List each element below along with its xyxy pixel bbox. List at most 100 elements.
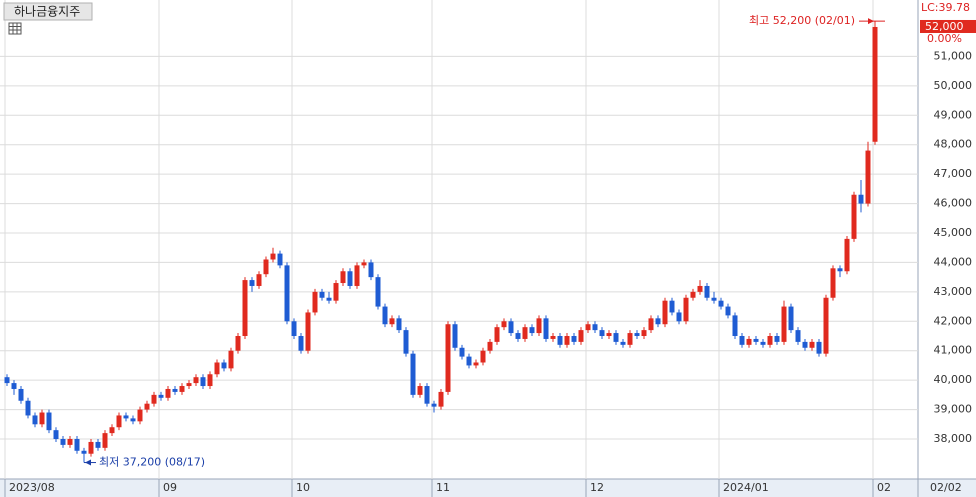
candle-body xyxy=(613,333,619,342)
x-tick-label: 02 xyxy=(877,481,891,494)
candle-body xyxy=(291,321,297,337)
candle-body xyxy=(543,318,549,339)
candle-body xyxy=(235,336,241,351)
candle-body xyxy=(249,280,255,286)
candle-body xyxy=(494,327,500,342)
y-tick-label: 41,000 xyxy=(934,344,973,357)
low-annotation: 최저 37,200 (08/17) xyxy=(99,456,205,469)
candle-body xyxy=(466,356,472,366)
candle-body xyxy=(606,333,612,337)
candle-body xyxy=(725,306,731,316)
candle-body xyxy=(270,253,276,260)
candle-body xyxy=(809,341,815,348)
candle-body xyxy=(102,433,108,448)
candle-body xyxy=(207,374,213,387)
candles xyxy=(4,21,878,463)
candle-body xyxy=(186,383,192,387)
change-label: 0.00% xyxy=(927,32,962,45)
candle-body xyxy=(746,338,752,345)
y-axis-band xyxy=(918,0,976,479)
high-arrow xyxy=(868,18,874,25)
candle-body xyxy=(382,306,388,325)
y-tick-label: 47,000 xyxy=(934,167,973,180)
candle-body xyxy=(228,350,234,369)
candle-body xyxy=(284,265,290,322)
candle-body xyxy=(214,362,220,375)
candle-body xyxy=(501,321,507,328)
candle-body xyxy=(312,291,318,313)
candle-body xyxy=(641,330,647,337)
candle-body xyxy=(788,306,794,331)
candle-body xyxy=(368,262,374,278)
candle-body xyxy=(571,336,577,342)
candle-body xyxy=(354,265,360,286)
candle-body xyxy=(67,439,73,445)
table-icon xyxy=(8,22,22,35)
candle-body xyxy=(529,327,535,334)
candle-body xyxy=(396,318,402,331)
candle-body xyxy=(32,415,38,425)
candle-body xyxy=(81,450,87,454)
candle-body xyxy=(515,333,521,339)
candle-body xyxy=(767,336,773,345)
candle-body xyxy=(445,324,451,392)
y-tick-label: 49,000 xyxy=(934,108,973,121)
candle-body xyxy=(823,297,829,354)
x-tick-label: 09 xyxy=(163,481,177,494)
candle-body xyxy=(480,350,486,363)
low-arrow xyxy=(85,459,91,466)
x-tick-label: 2024/01 xyxy=(723,481,769,494)
candle-body xyxy=(739,336,745,345)
candle-body xyxy=(375,277,381,307)
candle-body xyxy=(39,412,45,425)
candle-body xyxy=(459,347,465,357)
candle-body xyxy=(753,338,759,342)
candle-body xyxy=(816,341,822,354)
lc-label: LC:39.78 xyxy=(921,1,970,14)
candle-body xyxy=(151,394,157,404)
grid xyxy=(0,0,918,479)
candle-body xyxy=(683,297,689,322)
candle-body xyxy=(4,377,10,384)
candle-body xyxy=(837,268,843,272)
candle-body xyxy=(333,283,339,301)
candle-body xyxy=(438,391,444,407)
y-tick-label: 50,000 xyxy=(934,79,973,92)
candle-body xyxy=(676,312,682,322)
candle-body xyxy=(200,377,206,387)
candle-body xyxy=(326,297,332,301)
y-tick-label: 48,000 xyxy=(934,138,973,151)
candle-body xyxy=(802,341,808,348)
candle-body xyxy=(830,268,836,298)
candle-body xyxy=(487,341,493,351)
candle-body xyxy=(732,315,738,337)
candle-body xyxy=(662,300,668,325)
title-box xyxy=(3,2,93,21)
candle-body xyxy=(123,415,129,419)
candle-body xyxy=(760,341,766,345)
y-tick-label: 45,000 xyxy=(934,226,973,239)
candle-body xyxy=(172,388,178,392)
candle-body xyxy=(704,285,710,298)
y-tick-label: 44,000 xyxy=(934,255,973,268)
candle-body xyxy=(872,26,878,142)
last-price-box xyxy=(920,19,976,33)
candle-body xyxy=(655,318,661,325)
candle-body xyxy=(851,194,857,239)
candle-body xyxy=(256,274,262,286)
candle-body xyxy=(620,341,626,345)
x-tick-label: 10 xyxy=(296,481,310,494)
candle-body xyxy=(592,324,598,331)
candle-body xyxy=(858,194,864,204)
candle-body xyxy=(95,441,101,448)
candle-body xyxy=(690,291,696,298)
candle-body xyxy=(648,318,654,331)
candle-body xyxy=(60,439,66,445)
candle-body xyxy=(179,386,185,392)
x-tick-label: 12 xyxy=(590,481,604,494)
candle-body xyxy=(221,362,227,369)
candle-body xyxy=(361,262,367,266)
candle-body xyxy=(774,336,780,342)
candle-body xyxy=(305,312,311,351)
